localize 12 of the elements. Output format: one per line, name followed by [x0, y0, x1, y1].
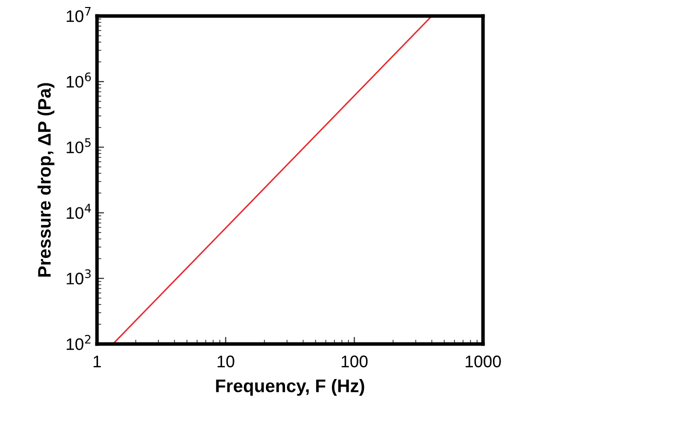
- y-tick-label: 10$^{7}$: [66, 7, 91, 22]
- y-tick-label: 10$^{4}$: [66, 204, 91, 219]
- x-tick-label: 10: [218, 356, 234, 368]
- y-tick-label: 10$^{2}$: [66, 334, 90, 350]
- x-tick-label: 1000: [466, 356, 501, 368]
- y-tick-label: 10$^{6}$: [66, 72, 91, 88]
- y-tick-label: 10$^{5}$: [66, 138, 91, 154]
- x-axis-title: Frequency, F (Hz): [216, 378, 364, 396]
- x-tick-label: 100: [342, 356, 368, 368]
- y-tick-label: 10$^{3}$: [66, 269, 91, 284]
- x-tick-label: 1: [94, 356, 101, 368]
- y-axis-title: Pressure drop, ΔP (Pa): [38, 83, 54, 277]
